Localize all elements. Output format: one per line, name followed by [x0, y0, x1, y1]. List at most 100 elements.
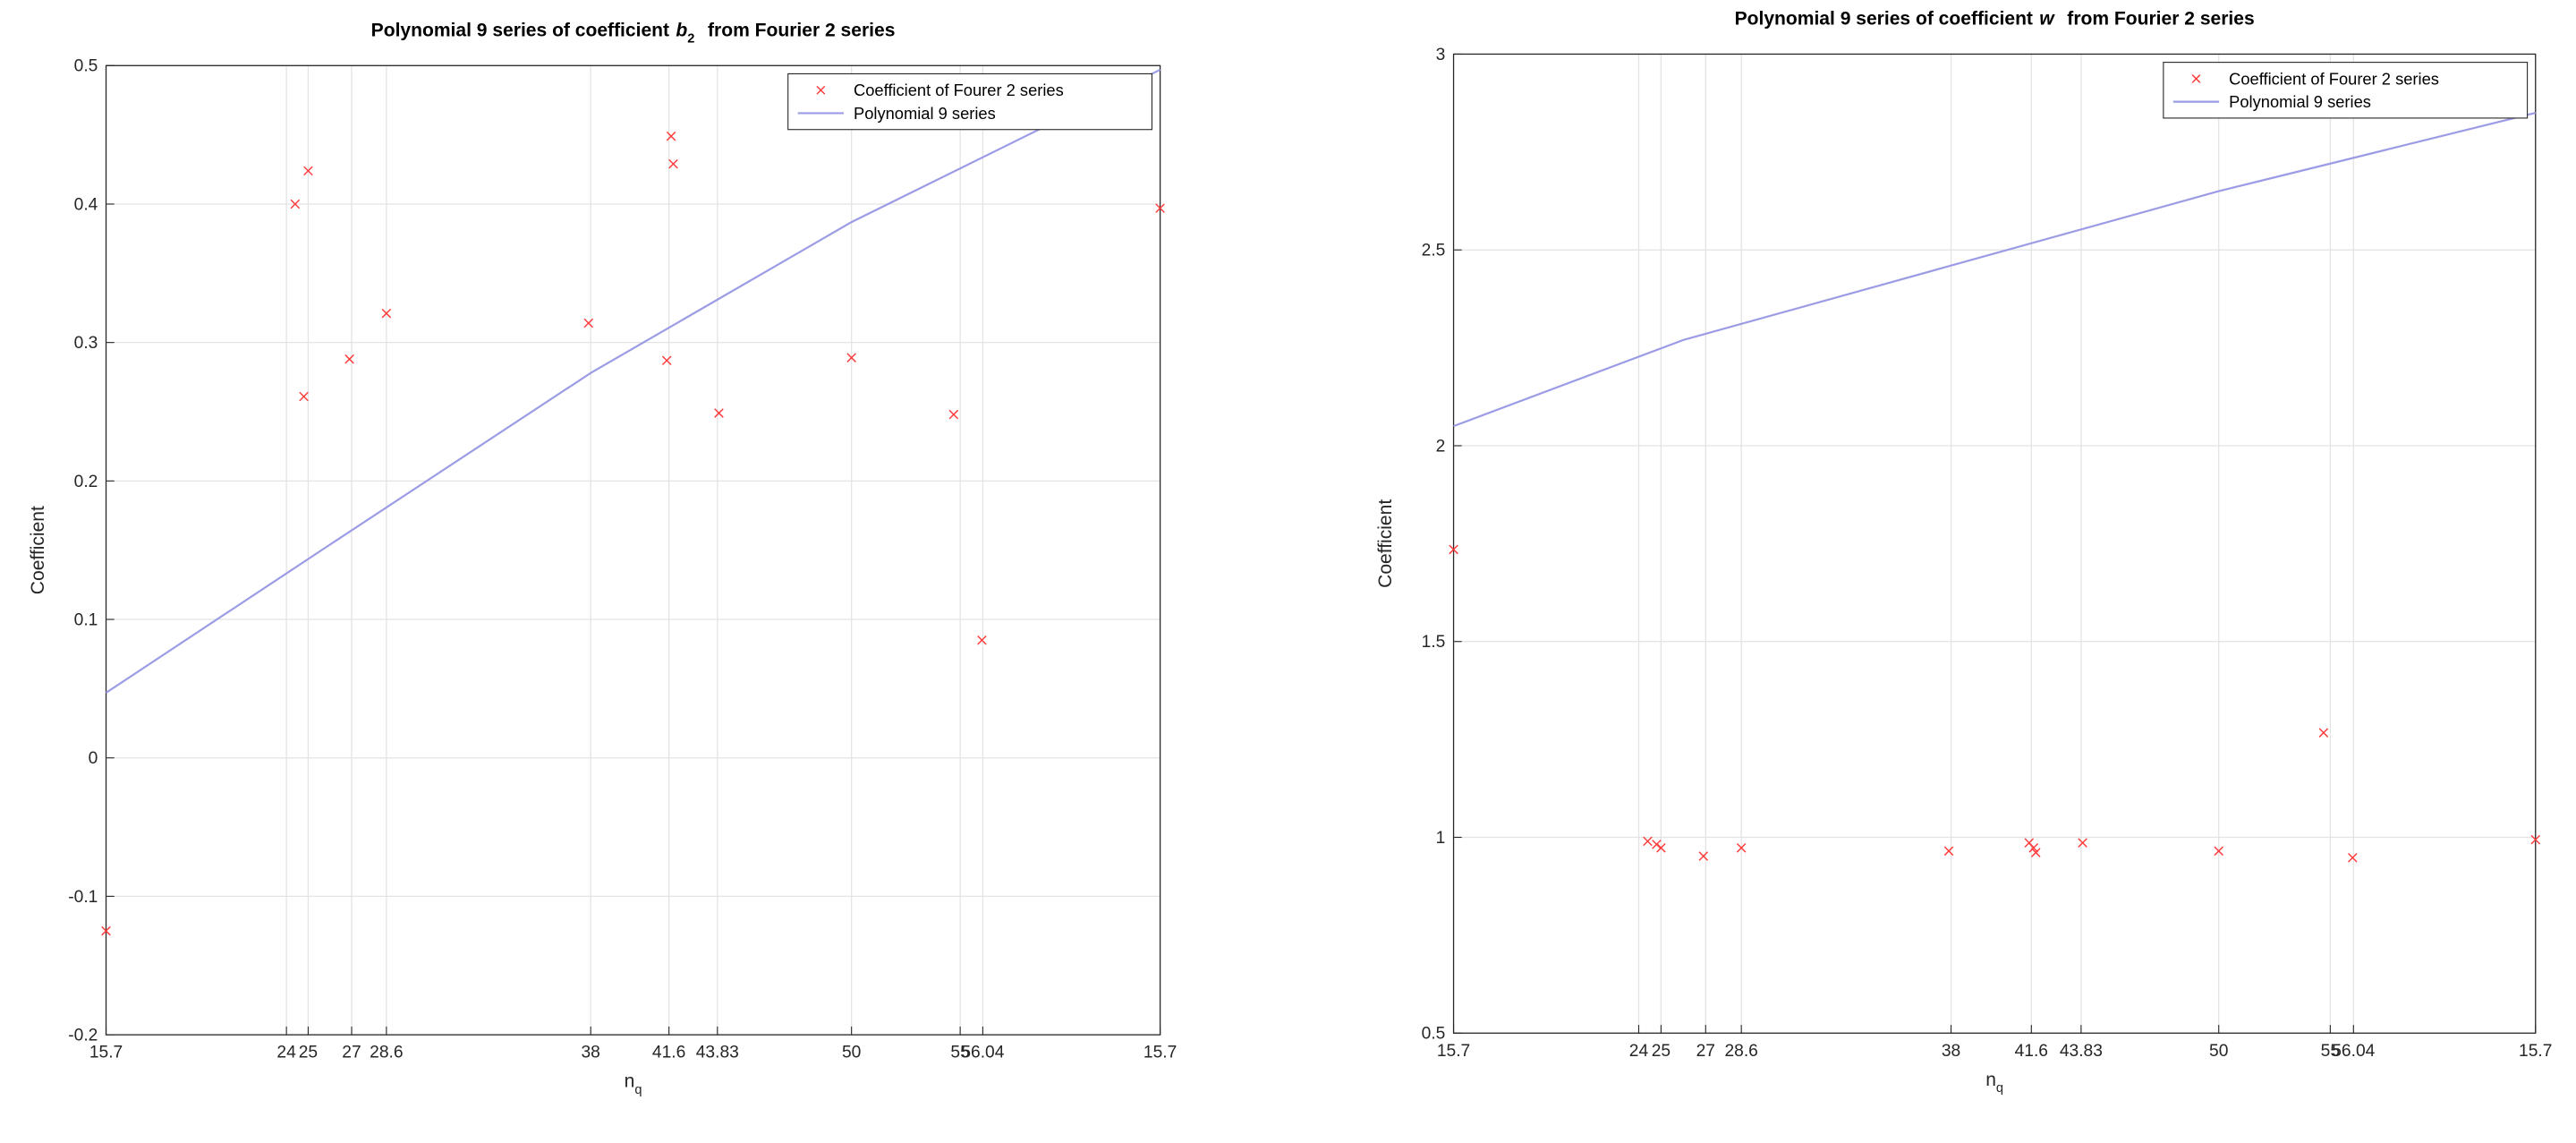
y-axis-label: Coefficient [1375, 499, 1396, 588]
y-tick-label: -0.1 [68, 888, 98, 907]
data-point [101, 925, 111, 936]
data-point [381, 308, 392, 319]
legend-label: Coefficient of Fourer 2 series [2229, 69, 2439, 88]
x-tick-label: 28.6 [1724, 1042, 1757, 1061]
x-tick-label: 27 [1696, 1042, 1715, 1061]
plot-area [106, 65, 1160, 1036]
x-tick-label: 38 [582, 1044, 600, 1062]
plot-area [1453, 54, 2536, 1034]
axes-box [105, 64, 1161, 1036]
data-point [1652, 840, 1662, 849]
chart: -0.2 -0.1 0 0.1 0.2 0.3 0.4 0.5 15.7 24 25 27 28.6 38… [28, 20, 1177, 1097]
y-tick-label: 1 [1436, 829, 1446, 848]
x-tick-label: 38 [1942, 1042, 1960, 1061]
data-point [948, 409, 959, 420]
data-point [2031, 848, 2041, 857]
data-point [2530, 834, 2541, 845]
x-tick-label: 55 [2321, 1042, 2340, 1061]
data-point [1449, 544, 1458, 555]
x-tick-label: 43.83 [2060, 1042, 2103, 1061]
x-tick-label: 50 [2209, 1042, 2228, 1061]
legend-marker [816, 85, 826, 95]
x-tick-label: 15.7 [1143, 1044, 1177, 1062]
data-point [977, 635, 987, 645]
x-tick-label: 56.04 [2332, 1042, 2375, 1061]
title-subscript: 2 [687, 32, 694, 47]
data-point [846, 353, 856, 363]
x-tick-label: 15.7 [1437, 1042, 1470, 1061]
legend-box [787, 73, 1152, 131]
chart-title: Polynomial 9 series of coefficient b2 from… [371, 20, 896, 46]
x-tick-label: 15.7 [89, 1044, 123, 1062]
fit-line [105, 68, 1161, 694]
y-tick-label: 0.5 [1422, 1025, 1446, 1044]
title-text: from Fourier 2 series [708, 20, 895, 40]
y-tick-label: 2 [1436, 437, 1446, 456]
x-label-subscript: q [634, 1083, 642, 1097]
data-point [1656, 843, 1666, 853]
title-symbol: b [676, 20, 687, 40]
x-tick-label: 24 [276, 1044, 296, 1062]
chart: 0.5 1 1.5 2 2.5 3 15.7 24 25 27 28.6 38 41.6 43.83 50 5… [1375, 8, 2553, 1096]
legend-box [2163, 62, 2529, 119]
legend-marker [2191, 74, 2201, 83]
y-tick-label: -0.2 [68, 1026, 98, 1045]
x-tick-label: 24 [1629, 1042, 1649, 1061]
data-point [2348, 852, 2358, 863]
y-tick-label: 0.2 [74, 473, 98, 491]
x-tick-label: 43.83 [696, 1044, 739, 1062]
x-tick-label: 25 [1652, 1042, 1671, 1061]
title-symbol: w [2039, 8, 2055, 29]
chart-title: Polynomial 9 series of coefficient w from … [1735, 8, 2255, 29]
data-point [2024, 838, 2035, 848]
data-point [290, 199, 301, 209]
fit-line [1453, 112, 2537, 428]
x-tick-label: 28.6 [370, 1044, 403, 1062]
y-tick-label: 3 [1436, 46, 1446, 64]
y-tick-label: 0.3 [74, 334, 98, 353]
data-point [1155, 203, 1165, 213]
x-axis-label: nq [625, 1071, 642, 1097]
data-point [344, 354, 354, 364]
y-tick-label: 0 [89, 749, 98, 768]
y-tick-label: 2.5 [1422, 242, 1446, 260]
x-tick-label: 41.6 [2015, 1042, 2048, 1061]
data-point [661, 355, 672, 366]
data-point [666, 131, 676, 141]
data-point [668, 158, 678, 169]
x-tick-label: 55 [950, 1044, 969, 1062]
legend-label: Polynomial 9 series [854, 104, 996, 123]
data-point [1943, 846, 1954, 857]
legend-label: Polynomial 9 series [2229, 92, 2371, 111]
axes-box [1452, 53, 2537, 1034]
data-point [2078, 838, 2087, 848]
x-label-symbol: n [625, 1071, 635, 1092]
x-axis-label: nq [1985, 1070, 2003, 1096]
data-point [1643, 836, 1653, 847]
y-tick-label: 1.5 [1422, 633, 1446, 652]
data-point [583, 318, 594, 328]
y-tick-label: 0.1 [74, 610, 98, 629]
data-point [299, 391, 309, 402]
y-tick-label: 0.5 [74, 57, 98, 76]
data-point [303, 166, 313, 176]
y-axis-label: Coefficient [28, 506, 48, 594]
x-tick-label: 41.6 [652, 1044, 685, 1062]
data-point [2318, 728, 2329, 738]
data-point [1736, 843, 1747, 853]
data-point [1698, 851, 1709, 861]
x-label-subscript: q [1996, 1081, 2003, 1096]
data-point [2214, 846, 2223, 857]
y-tick-label: 0.4 [74, 195, 98, 214]
x-tick-label: 27 [342, 1044, 361, 1062]
title-text: from Fourier 2 series [2067, 8, 2254, 29]
x-tick-label: 25 [299, 1044, 318, 1062]
x-tick-label: 50 [842, 1044, 861, 1062]
title-text: Polynomial 9 series of coefficient [371, 20, 669, 40]
title-text: Polynomial 9 series of coefficient [1735, 8, 2033, 29]
legend-label: Coefficient of Fourer 2 series [854, 81, 1064, 99]
data-point [714, 408, 724, 418]
x-tick-label: 15.7 [2519, 1042, 2552, 1061]
